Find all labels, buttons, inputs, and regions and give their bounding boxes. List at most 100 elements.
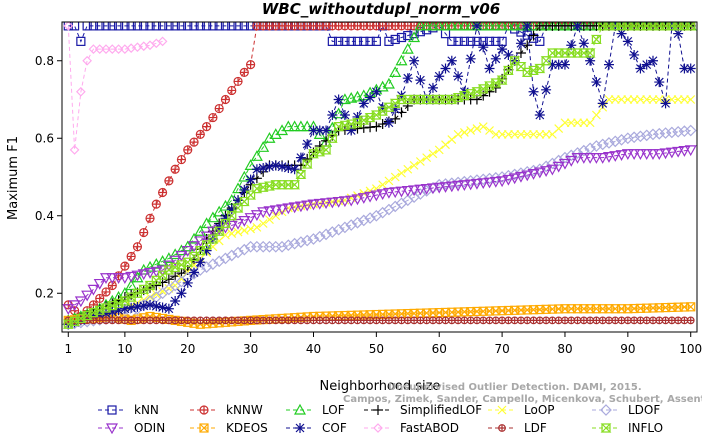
point-cof xyxy=(157,302,168,313)
point-odin xyxy=(87,284,100,296)
point-cof xyxy=(119,303,130,314)
plot-area xyxy=(62,22,697,331)
point-knn xyxy=(195,22,205,31)
point-inflo xyxy=(188,251,200,262)
point-knn xyxy=(472,36,482,46)
point-ldf xyxy=(290,316,299,325)
point-cof xyxy=(660,98,671,109)
point-odin xyxy=(144,267,157,279)
legend-item-cof: COF xyxy=(286,421,347,434)
point-ldf xyxy=(517,316,525,325)
point-loop xyxy=(503,129,513,139)
point-odin xyxy=(112,273,125,284)
legend-item-lof: LOF xyxy=(286,403,345,417)
point-lof xyxy=(445,22,458,31)
point-ldof xyxy=(603,137,615,149)
point-loop xyxy=(629,95,639,104)
point-cof xyxy=(440,63,451,74)
legend-item-kdeos: KDEOS xyxy=(190,421,268,434)
point-cof xyxy=(295,152,306,163)
point-lof xyxy=(263,132,276,143)
point-odin xyxy=(546,164,559,176)
point-ldof xyxy=(307,233,320,245)
point-loop xyxy=(491,129,501,139)
point-odin xyxy=(313,198,326,210)
point-loop xyxy=(252,222,262,232)
point-ldf xyxy=(605,316,613,325)
point-lof xyxy=(250,150,263,161)
point-ldf xyxy=(630,316,639,325)
point-odin xyxy=(420,184,433,195)
point-loop xyxy=(390,172,400,182)
series-odin xyxy=(62,145,697,315)
series-line-ldof xyxy=(68,130,691,325)
point-lof xyxy=(175,244,188,256)
point-fastabod xyxy=(101,44,111,54)
point-knn xyxy=(359,36,369,46)
point-ldf xyxy=(542,316,551,325)
point-ldf xyxy=(397,316,406,325)
point-simplifiedlof xyxy=(402,100,413,111)
point-inflo xyxy=(207,234,219,244)
point-ldf xyxy=(403,316,412,325)
point-ldof xyxy=(313,230,326,243)
legend-item-simplifiedlof: SimplifiedLOF xyxy=(364,403,482,417)
point-lof xyxy=(489,22,502,31)
point-odin xyxy=(332,196,345,208)
legend-marker-knnw xyxy=(199,405,209,415)
point-odin xyxy=(68,300,81,312)
point-cof xyxy=(245,174,256,185)
point-simplifiedlof xyxy=(308,147,319,158)
point-knnw xyxy=(145,213,155,223)
point-ldof xyxy=(571,147,584,159)
legend-marker-simplifiedlof xyxy=(373,405,383,415)
point-knn xyxy=(390,34,400,45)
point-odin xyxy=(99,273,113,284)
point-inflo xyxy=(685,22,697,31)
point-ldof xyxy=(634,130,647,143)
point-ldf xyxy=(246,316,255,325)
point-odin xyxy=(288,202,301,214)
point-odin xyxy=(181,246,194,257)
point-loop xyxy=(485,126,494,135)
point-knnw xyxy=(220,94,231,105)
point-cof xyxy=(201,245,212,256)
point-cof xyxy=(390,104,401,115)
point-ldf xyxy=(479,316,488,325)
point-cof xyxy=(471,22,482,31)
legend-label: INFLO xyxy=(628,421,663,434)
point-odin xyxy=(175,250,188,262)
point-cof xyxy=(603,59,614,70)
point-cof xyxy=(195,257,206,268)
legend-marker-ldof xyxy=(600,404,612,416)
point-ldof xyxy=(672,125,684,138)
point-loop xyxy=(560,118,570,128)
point-ldof xyxy=(527,164,540,177)
point-odin xyxy=(602,152,615,163)
point-lof xyxy=(420,22,433,31)
point-cof xyxy=(597,98,608,109)
point-ldof xyxy=(351,216,364,229)
series-line-fastabod xyxy=(67,25,163,150)
credit-line-1: Unsupervised Outlier Detection. DAMI, 20… xyxy=(388,382,642,393)
point-cof xyxy=(239,184,250,195)
point-cof xyxy=(654,77,665,88)
point-knnw xyxy=(214,103,224,114)
point-knn xyxy=(453,36,463,46)
point-loop xyxy=(466,126,476,135)
point-ldf xyxy=(636,316,645,325)
point-knn xyxy=(145,22,155,31)
point-ldf xyxy=(454,316,462,325)
point-lof xyxy=(194,225,207,236)
point-ldf xyxy=(240,316,249,325)
point-loop xyxy=(604,95,614,104)
point-knnw xyxy=(120,261,130,271)
point-lof xyxy=(439,22,452,31)
point-lof xyxy=(294,120,307,132)
point-inflo xyxy=(540,56,552,66)
point-ldof xyxy=(678,125,691,137)
point-simplifiedlof xyxy=(390,113,401,124)
point-knnw xyxy=(176,154,187,165)
point-ldf xyxy=(322,316,330,325)
point-cof xyxy=(679,63,690,74)
